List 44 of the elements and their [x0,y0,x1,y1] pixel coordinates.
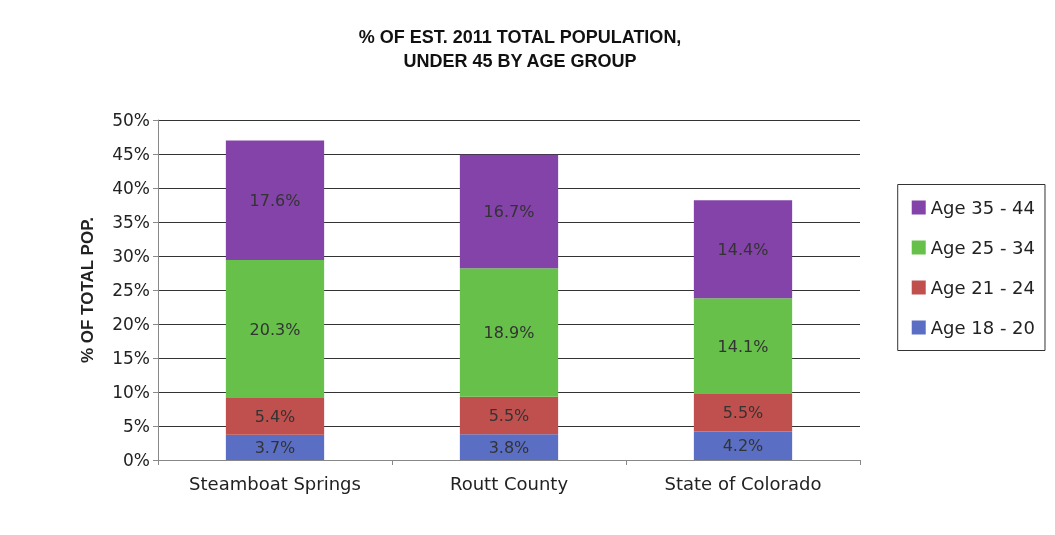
y-tick-label: 30% [112,246,150,266]
data-label: 5.4% [254,406,296,426]
chart-title: % OF EST. 2011 TOTAL POPULATION, UNDER 45 BY AGE GROUP [358,27,682,71]
y-axis-title: % OF TOTAL POP. [78,216,97,364]
x-tick-label: State of Colorado [664,472,822,494]
y-tick-label: 0% [123,450,150,470]
data-label: 16.7% [483,201,535,221]
bar [693,394,793,432]
y-tick-label: 25% [112,280,150,300]
data-label: 17.6% [249,190,301,210]
bar [693,298,793,395]
y-tick-label: 35% [112,212,150,232]
bar [459,268,559,397]
bar [693,200,793,299]
bar [459,396,559,435]
data-label: 14.1% [717,336,769,356]
y-tick-label: 15% [112,348,150,368]
data-label: 3.8% [488,437,530,457]
bar [225,434,325,460]
bar [225,260,325,399]
data-label: 5.5% [722,403,764,423]
legend-label: Age 18 - 20 [930,317,1036,338]
x-tick-label: Routt County [449,472,569,494]
y-tick-label: 5% [123,416,150,436]
bar [459,154,559,269]
data-label: 14.4% [717,239,769,259]
legend-label: Age 35 - 44 [930,197,1036,218]
x-tick-label: Steamboat Springs [189,472,361,494]
data-label: 3.7% [254,437,296,457]
y-tick-label: 45% [112,144,150,164]
data-label: 5.5% [488,405,530,425]
data-label: 18.9% [483,323,535,342]
y-tick-label: 40% [112,178,150,198]
bar [459,434,559,460]
y-tick-label: 50% [112,110,150,130]
legend-label: Age 21 - 24 [930,277,1036,298]
data-label: 4.2% [722,436,764,456]
data-label: 20.3% [249,319,301,339]
y-tick-label: 10% [112,382,150,402]
bar [225,398,325,435]
bar [693,431,793,460]
bar [225,140,325,261]
legend-label: Age 25 - 34 [930,237,1036,258]
y-tick-label: 20% [112,314,150,334]
